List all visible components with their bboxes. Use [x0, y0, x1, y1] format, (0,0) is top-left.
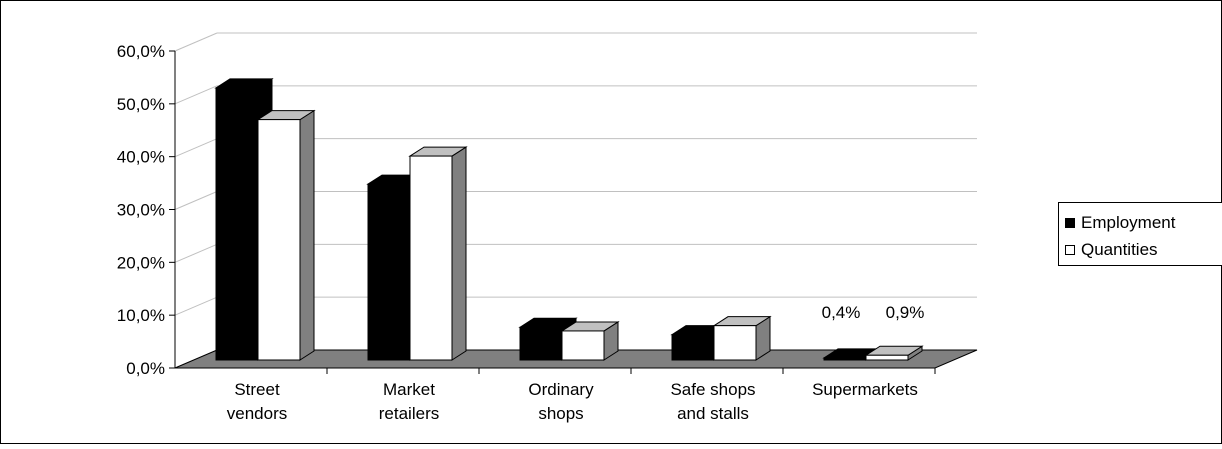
- y-tick-label: 30,0%: [117, 201, 165, 220]
- data-label: 0,4%: [822, 303, 861, 322]
- legend-item-employment: Employment: [1065, 212, 1175, 234]
- bar-quantities: [713, 325, 757, 361]
- bar-employment: [671, 334, 715, 361]
- gridline-side: [174, 32, 218, 52]
- x-category-label: Market: [383, 380, 435, 399]
- legend-swatch-quantities: [1065, 245, 1075, 255]
- y-tick-label: 0,0%: [126, 359, 165, 378]
- x-category-label: retailers: [379, 404, 439, 423]
- bar-side: [451, 146, 467, 361]
- y-tick-label: 10,0%: [117, 306, 165, 325]
- legend-item-quantities: Quantities: [1065, 239, 1158, 261]
- legend-swatch-employment: [1065, 218, 1075, 228]
- y-tick-label: 50,0%: [117, 95, 165, 114]
- gridline-side: [174, 85, 218, 105]
- x-category-label: Ordinary: [528, 380, 594, 399]
- x-category-label: shops: [538, 404, 583, 423]
- x-category-label: Safe shops: [670, 380, 755, 399]
- x-category-label: and stalls: [677, 404, 749, 423]
- legend: Employment Quantities: [1058, 202, 1222, 266]
- bar-quantities: [865, 354, 909, 361]
- bar-employment: [519, 326, 563, 361]
- gridline-side: [174, 138, 218, 158]
- y-tick-label: 60,0%: [117, 42, 165, 61]
- bar-quantities: [409, 155, 453, 361]
- x-category-label: vendors: [227, 404, 287, 423]
- y-tick-label: 40,0%: [117, 148, 165, 167]
- bar-employment: [367, 183, 411, 361]
- legend-label-quantities: Quantities: [1081, 240, 1158, 259]
- x-category-label: Supermarkets: [812, 380, 918, 399]
- x-category-label: Street: [234, 380, 280, 399]
- bar-employment: [823, 357, 867, 361]
- legend-label-employment: Employment: [1081, 213, 1176, 232]
- bar-employment: [215, 87, 259, 361]
- gridline-side: [174, 243, 218, 263]
- bar-quantities: [561, 330, 605, 361]
- bar-side: [299, 109, 315, 361]
- bar-quantities: [257, 119, 301, 361]
- gridline-side: [174, 296, 218, 316]
- gridline-side: [174, 191, 218, 210]
- y-tick-label: 20,0%: [117, 253, 165, 272]
- data-label: 0,9%: [886, 303, 925, 322]
